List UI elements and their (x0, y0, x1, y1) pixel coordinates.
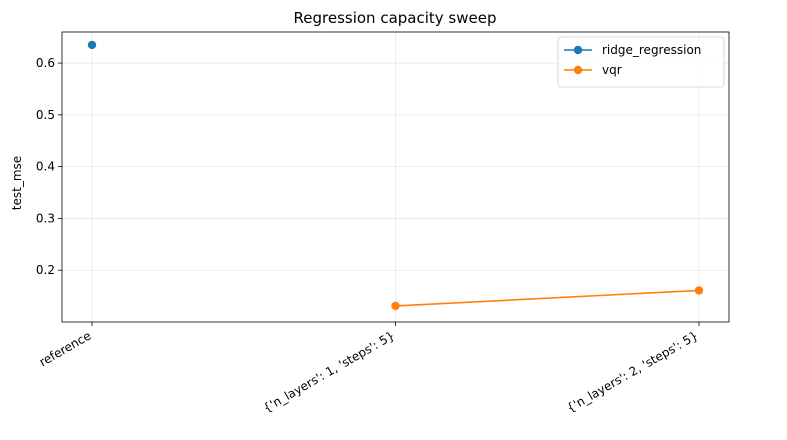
y-tick-label: 0.5 (36, 108, 55, 122)
legend-marker-vqr (573, 65, 583, 75)
x-tick-label: reference (37, 328, 94, 369)
x-tick-label: {'n_layers': 2, 'steps': 5} (564, 328, 700, 415)
legend-label-ridge_regression: ridge_regression (602, 43, 701, 57)
legend-label-vqr: vqr (602, 63, 622, 77)
data-point-vqr (391, 301, 400, 311)
y-tick-label: 0.3 (36, 211, 55, 225)
data-point-ridge_regression (87, 40, 97, 50)
legend-frame (557, 36, 725, 88)
y-tick-label: 0.6 (36, 56, 55, 70)
y-axis-label: test_mse (10, 156, 24, 210)
chart-title: Regression capacity sweep (294, 9, 497, 27)
series-layer (87, 40, 704, 311)
y-tick-label: 0.4 (36, 160, 55, 174)
series-line-vqr (395, 289, 700, 307)
legend-marker-ridge_regression (573, 45, 583, 55)
x-tick-label: {'n_layers': 1, 'steps': 5} (261, 328, 397, 415)
y-tick-label: 0.2 (36, 263, 55, 277)
axis-ticks: reference {'n_layers': 1, 'steps': 5} {'n_… (36, 56, 701, 415)
data-point-vqr (694, 286, 704, 295)
